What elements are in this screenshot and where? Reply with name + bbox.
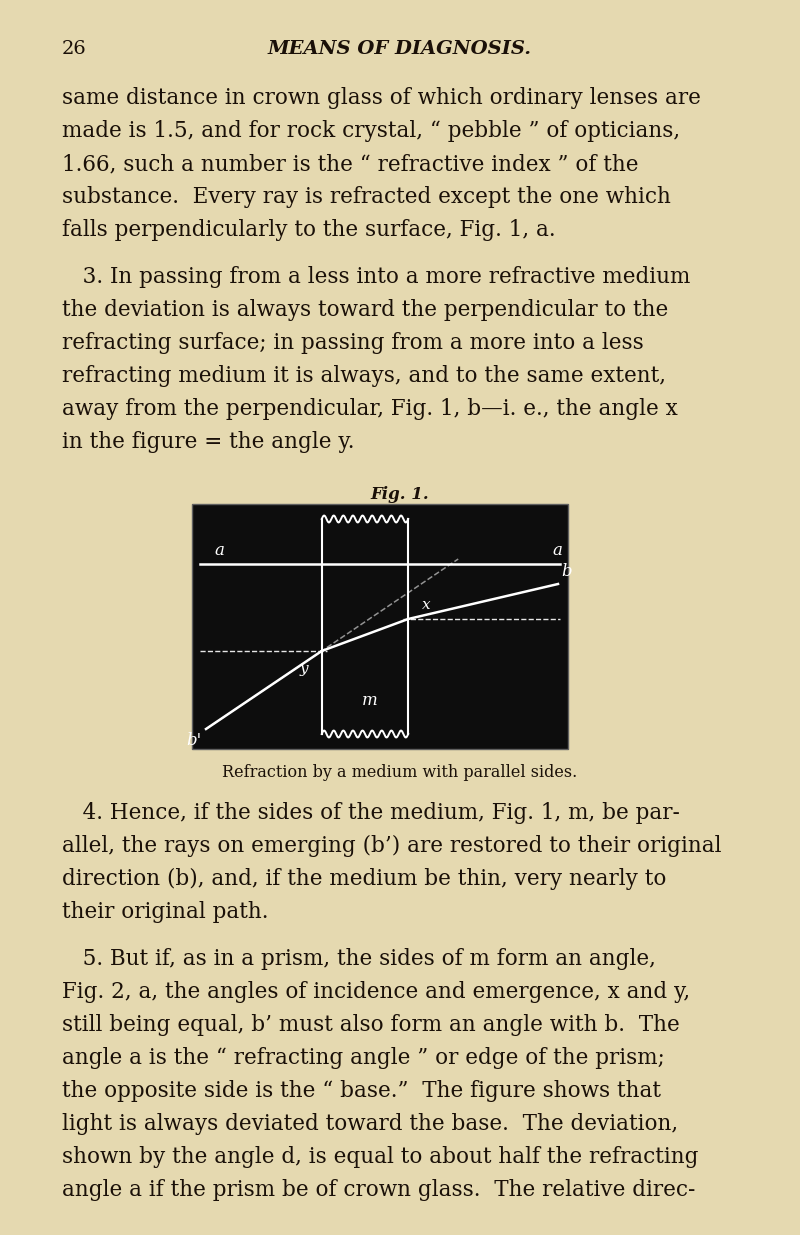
Text: b': b' bbox=[186, 732, 202, 748]
Text: falls perpendicularly to the surface, Fig. 1, a.: falls perpendicularly to the surface, Fi… bbox=[62, 219, 556, 241]
Text: light is always deviated toward the base.  The deviation,: light is always deviated toward the base… bbox=[62, 1113, 678, 1135]
Text: angle a if the prism be of crown glass.  The relative direc-: angle a if the prism be of crown glass. … bbox=[62, 1179, 695, 1200]
Text: refracting medium it is always, and to the same extent,: refracting medium it is always, and to t… bbox=[62, 366, 666, 387]
Text: x: x bbox=[422, 598, 430, 613]
Text: angle a is the “ refracting angle ” or edge of the prism;: angle a is the “ refracting angle ” or e… bbox=[62, 1047, 665, 1070]
Text: Fig. 2, a, the angles of incidence and emergence, x and y,: Fig. 2, a, the angles of incidence and e… bbox=[62, 981, 690, 1003]
Text: shown by the angle d, is equal to about half the refracting: shown by the angle d, is equal to about … bbox=[62, 1146, 698, 1168]
Text: m: m bbox=[362, 692, 378, 709]
Text: allel, the rays on emerging (b’) are restored to their original: allel, the rays on emerging (b’) are res… bbox=[62, 835, 722, 857]
Text: 1.66, such a number is the “ refractive index ” of the: 1.66, such a number is the “ refractive … bbox=[62, 153, 638, 175]
Text: substance.  Every ray is refracted except the one which: substance. Every ray is refracted except… bbox=[62, 186, 671, 207]
Text: in the figure = the angle y.: in the figure = the angle y. bbox=[62, 431, 354, 453]
Text: a: a bbox=[214, 542, 224, 559]
Text: their original path.: their original path. bbox=[62, 902, 269, 923]
Text: direction (b), and, if the medium be thin, very nearly to: direction (b), and, if the medium be thi… bbox=[62, 868, 666, 890]
Text: a: a bbox=[552, 542, 562, 559]
Text: 4. Hence, if the sides of the medium, Fig. 1, m, be par-: 4. Hence, if the sides of the medium, Fi… bbox=[62, 802, 680, 824]
Text: 5. But if, as in a prism, the sides of m form an angle,: 5. But if, as in a prism, the sides of m… bbox=[62, 948, 656, 969]
Text: 3. In passing from a less into a more refractive medium: 3. In passing from a less into a more re… bbox=[62, 266, 690, 288]
Text: Refraction by a medium with parallel sides.: Refraction by a medium with parallel sid… bbox=[222, 764, 578, 781]
Text: b: b bbox=[561, 563, 572, 580]
Text: Fig. 1.: Fig. 1. bbox=[370, 487, 430, 503]
Text: the opposite side is the “ base.”  The figure shows that: the opposite side is the “ base.” The fi… bbox=[62, 1079, 661, 1102]
Text: 26: 26 bbox=[62, 40, 86, 58]
Text: refracting surface; in passing from a more into a less: refracting surface; in passing from a mo… bbox=[62, 332, 644, 354]
Bar bbox=[192, 504, 568, 748]
Text: y: y bbox=[299, 662, 308, 676]
Text: MEANS OF DIAGNOSIS.: MEANS OF DIAGNOSIS. bbox=[268, 40, 532, 58]
Text: same distance in crown glass of which ordinary lenses are: same distance in crown glass of which or… bbox=[62, 86, 701, 109]
Text: still being equal, b’ must also form an angle with b.  The: still being equal, b’ must also form an … bbox=[62, 1014, 680, 1036]
Text: made is 1.5, and for rock crystal, “ pebble ” of opticians,: made is 1.5, and for rock crystal, “ peb… bbox=[62, 120, 680, 142]
Text: the deviation is always toward the perpendicular to the: the deviation is always toward the perpe… bbox=[62, 299, 668, 321]
Text: away from the perpendicular, Fig. 1, b—i. e., the angle x: away from the perpendicular, Fig. 1, b—i… bbox=[62, 398, 678, 420]
